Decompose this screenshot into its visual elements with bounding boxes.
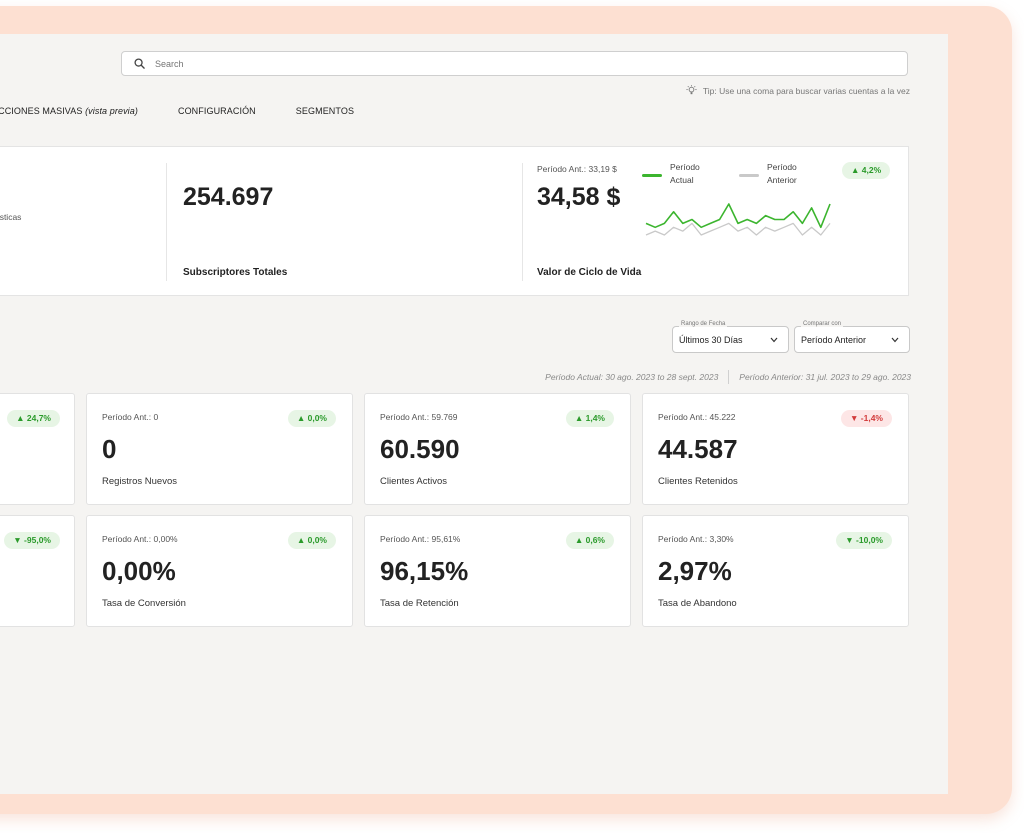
change-badge: ▼ -10,0% <box>836 532 892 549</box>
metric-value: 2,97% <box>658 556 732 586</box>
tab-configuration[interactable]: CONFIGURACIÓN <box>177 106 256 116</box>
metric-card-new-registrations: Período Ant.: 0 0 Registros Nuevos ▲ 0,0… <box>86 393 353 505</box>
metric-value: 44.587 <box>658 434 738 464</box>
previous-period-range: Período Anterior: 31 jul. 2023 to 29 ago… <box>739 372 911 382</box>
chevron-down-icon <box>891 337 899 343</box>
previous-value: Período Ant.: 0,00% <box>102 534 178 544</box>
search-input[interactable] <box>153 57 857 70</box>
metric-label: Registros Nuevos <box>102 476 177 487</box>
change-badge: ▼ -1,4% <box>841 410 892 427</box>
metric-card-retained-customers: Período Ant.: 45.222 44.587 Clientes Ret… <box>642 393 909 505</box>
ltv-change-badge: ▲ 4,2% <box>842 162 891 179</box>
ltv-previous: Período Ant.: 33,19 $ <box>537 164 617 174</box>
legend-current-line1: Período <box>670 162 700 172</box>
search-tip: Tip: Use una coma para buscar varias cue… <box>686 85 910 96</box>
summary-panel: ular estadísticas 254.697 Subscriptores … <box>0 146 909 296</box>
previous-value: Período Ant.: 45.222 <box>658 412 736 422</box>
metric-card-retention-rate: Período Ant.: 95,61% 96,15% Tasa de Rete… <box>364 515 631 627</box>
compare-select[interactable]: Comparar con Período Anterior <box>794 321 910 353</box>
change-badge: ▲ 0,6% <box>565 532 614 549</box>
date-range-label: Rango de Fecha <box>679 321 728 327</box>
previous-value: Período Ant.: 3,30% <box>658 534 734 544</box>
metric-value: 0,00% <box>102 556 176 586</box>
tip-text: Tip: Use una coma para buscar varias cue… <box>702 85 910 96</box>
metric-card: ▲ 24,7% <box>0 393 75 505</box>
metric-label: Tasa de Retención <box>380 598 459 609</box>
metric-label: Tasa de Abandono <box>658 598 737 609</box>
current-period-range: Período Actual: 30 ago. 2023 to 28 sept.… <box>545 372 719 382</box>
compare-value: Período Anterior <box>801 335 867 345</box>
change-badge: ▼ -95,0% <box>4 532 60 549</box>
change-badge: ▲ 0,0% <box>287 410 336 427</box>
period-ranges: Período Actual: 30 ago. 2023 to 28 sept.… <box>545 370 911 384</box>
app-screen: Tip: Use una coma para buscar varias cue… <box>0 34 948 794</box>
device-frame: Tip: Use una coma para buscar varias cue… <box>0 6 1012 814</box>
metric-label: Clientes Retenidos <box>658 476 738 487</box>
metric-value: 96,15% <box>380 556 469 586</box>
total-subscribers-value: 254.697 <box>183 183 274 211</box>
metric-label: Clientes Activos <box>380 476 448 487</box>
metric-card-churn-rate: Período Ant.: 3,30% 2,97% Tasa de Abando… <box>642 515 909 627</box>
total-subscribers-label: Subscriptores Totales <box>183 267 288 278</box>
lightbulb-icon <box>686 85 697 95</box>
search-bar[interactable] <box>121 51 908 76</box>
metric-card: ▼ -95,0% <box>0 515 75 627</box>
ltv-sparkline-chart <box>645 203 831 236</box>
ltv-value: 34,58 $ <box>537 183 621 211</box>
series-line-previous <box>645 222 831 236</box>
legend-current-line2: Actual <box>670 175 694 185</box>
metric-card-active-customers: Período Ant.: 59.769 60.590 Clientes Act… <box>364 393 631 505</box>
preview-tag: (vista previa) <box>85 106 138 116</box>
main-nav: ACCIONES MASIVAS (vista previa) CONFIGUR… <box>0 106 394 116</box>
ltv-label: Valor de Ciclo de Vida <box>537 267 642 278</box>
metric-card-conversion-rate: Período Ant.: 0,00% 0,00% Tasa de Conver… <box>86 515 353 627</box>
change-badge: ▲ 1,4% <box>565 410 614 427</box>
search-icon <box>134 58 145 69</box>
change-badge: ▲ 24,7% <box>7 410 60 427</box>
change-badge: ▲ 0,0% <box>287 532 336 549</box>
tab-segments[interactable]: SEGMENTOS <box>295 106 355 116</box>
legend-previous-swatch <box>739 174 759 177</box>
legend-current-swatch <box>642 174 662 177</box>
divider <box>166 163 167 281</box>
date-range-value: Últimos 30 Días <box>679 335 743 345</box>
legend-previous: Período Anterior <box>767 161 797 187</box>
previous-value: Período Ant.: 95,61% <box>380 534 461 544</box>
legend-previous-line1: Período <box>767 162 797 172</box>
metric-label: Tasa de Conversión <box>102 598 186 609</box>
statistics-hint: ular estadísticas <box>0 212 22 222</box>
tab-bulk-actions-label: ACCIONES MASIVAS <box>0 106 83 116</box>
compare-label: Comparar con <box>801 321 844 327</box>
date-range-select[interactable]: Rango de Fecha Últimos 30 Días <box>672 321 789 353</box>
divider <box>522 163 523 281</box>
legend-previous-line2: Anterior <box>767 175 797 185</box>
divider <box>728 370 730 384</box>
tab-bulk-actions[interactable]: ACCIONES MASIVAS (vista previa) <box>0 106 138 116</box>
metric-value: 60.590 <box>380 434 460 464</box>
series-line-current <box>645 203 831 229</box>
previous-value: Período Ant.: 59.769 <box>380 412 458 422</box>
chevron-down-icon <box>770 337 778 343</box>
previous-value: Período Ant.: 0 <box>102 412 159 422</box>
metric-value: 0 <box>102 434 117 464</box>
legend-current: Período Actual <box>670 161 700 187</box>
